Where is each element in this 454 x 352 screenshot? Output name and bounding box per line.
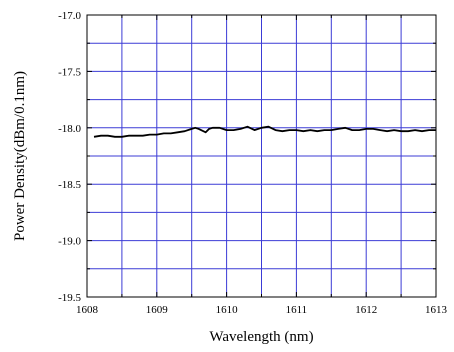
x-tick-label: 1611	[286, 304, 308, 316]
y-tick-label: -17.5	[58, 66, 81, 78]
x-tick-label: 1608	[76, 304, 99, 316]
x-tick-label: 1609	[146, 304, 169, 316]
y-tick-label: -19.0	[58, 236, 81, 248]
x-tick-labels: 1608 1609 1610 1611 1612 1613	[76, 304, 448, 316]
y-tick-label: -18.5	[58, 179, 81, 191]
y-tick-labels: -17.0 -17.5 -18.0 -18.5 -19.0 -19.5	[58, 10, 81, 304]
y-tick-label: -18.0	[58, 123, 81, 135]
y-axis-title: Power Density(dBm/0.1nm)	[12, 71, 28, 241]
x-axis-title: Wavelength (nm)	[209, 329, 313, 345]
x-tick-label: 1613	[425, 304, 448, 316]
series-lines	[93, 125, 436, 138]
y-tick-label: -19.5	[58, 292, 81, 304]
grid-lines	[87, 15, 436, 297]
x-tick-label: 1610	[216, 304, 239, 316]
x-tick-label: 1612	[355, 304, 377, 316]
y-tick-label: -17.0	[58, 10, 81, 22]
plot-frame	[86, 14, 437, 298]
series-line	[93, 125, 436, 138]
